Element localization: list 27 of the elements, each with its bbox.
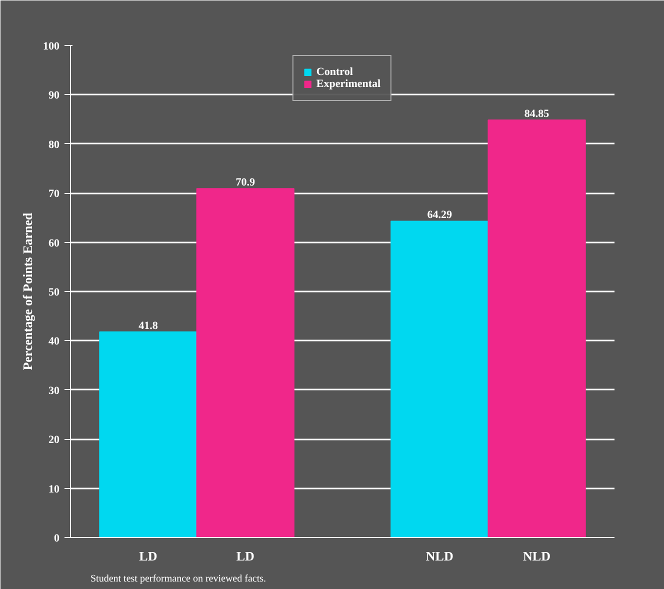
y-tick-label: 0 xyxy=(54,532,60,544)
x-tick-label: NLD xyxy=(523,548,551,564)
y-tick-label: 30 xyxy=(48,384,60,397)
y-tick-label: 50 xyxy=(48,286,60,298)
bar xyxy=(99,331,198,538)
data-label: 64.29 xyxy=(427,209,453,222)
x-tick-label: LD xyxy=(139,548,158,564)
x-tick-label: LD xyxy=(236,548,254,564)
data-label: 70.9 xyxy=(236,176,256,189)
y-tick-label: 10 xyxy=(48,483,60,496)
bar xyxy=(390,220,489,538)
y-tick-label: 40 xyxy=(48,336,60,348)
text: Student test performance on reviewed facts. xyxy=(90,574,266,584)
x-tick-label: NLD xyxy=(426,548,454,564)
y-tick-label: 60 xyxy=(48,237,60,250)
bar xyxy=(196,188,294,538)
y-tick-label: 100 xyxy=(43,40,60,52)
y-tick-label: 80 xyxy=(48,138,60,151)
y-tick-label: 90 xyxy=(48,90,60,102)
data-label: 84.85 xyxy=(524,108,550,120)
data-label: 41.8 xyxy=(138,320,158,332)
bar xyxy=(488,120,586,538)
y-tick-label: 70 xyxy=(48,188,60,200)
y-tick-label: 20 xyxy=(48,434,60,446)
legend-label: Experimental xyxy=(316,78,381,90)
legend-label: Control xyxy=(316,66,353,78)
y-axis-title: Percentage of Points Earned xyxy=(20,212,35,370)
